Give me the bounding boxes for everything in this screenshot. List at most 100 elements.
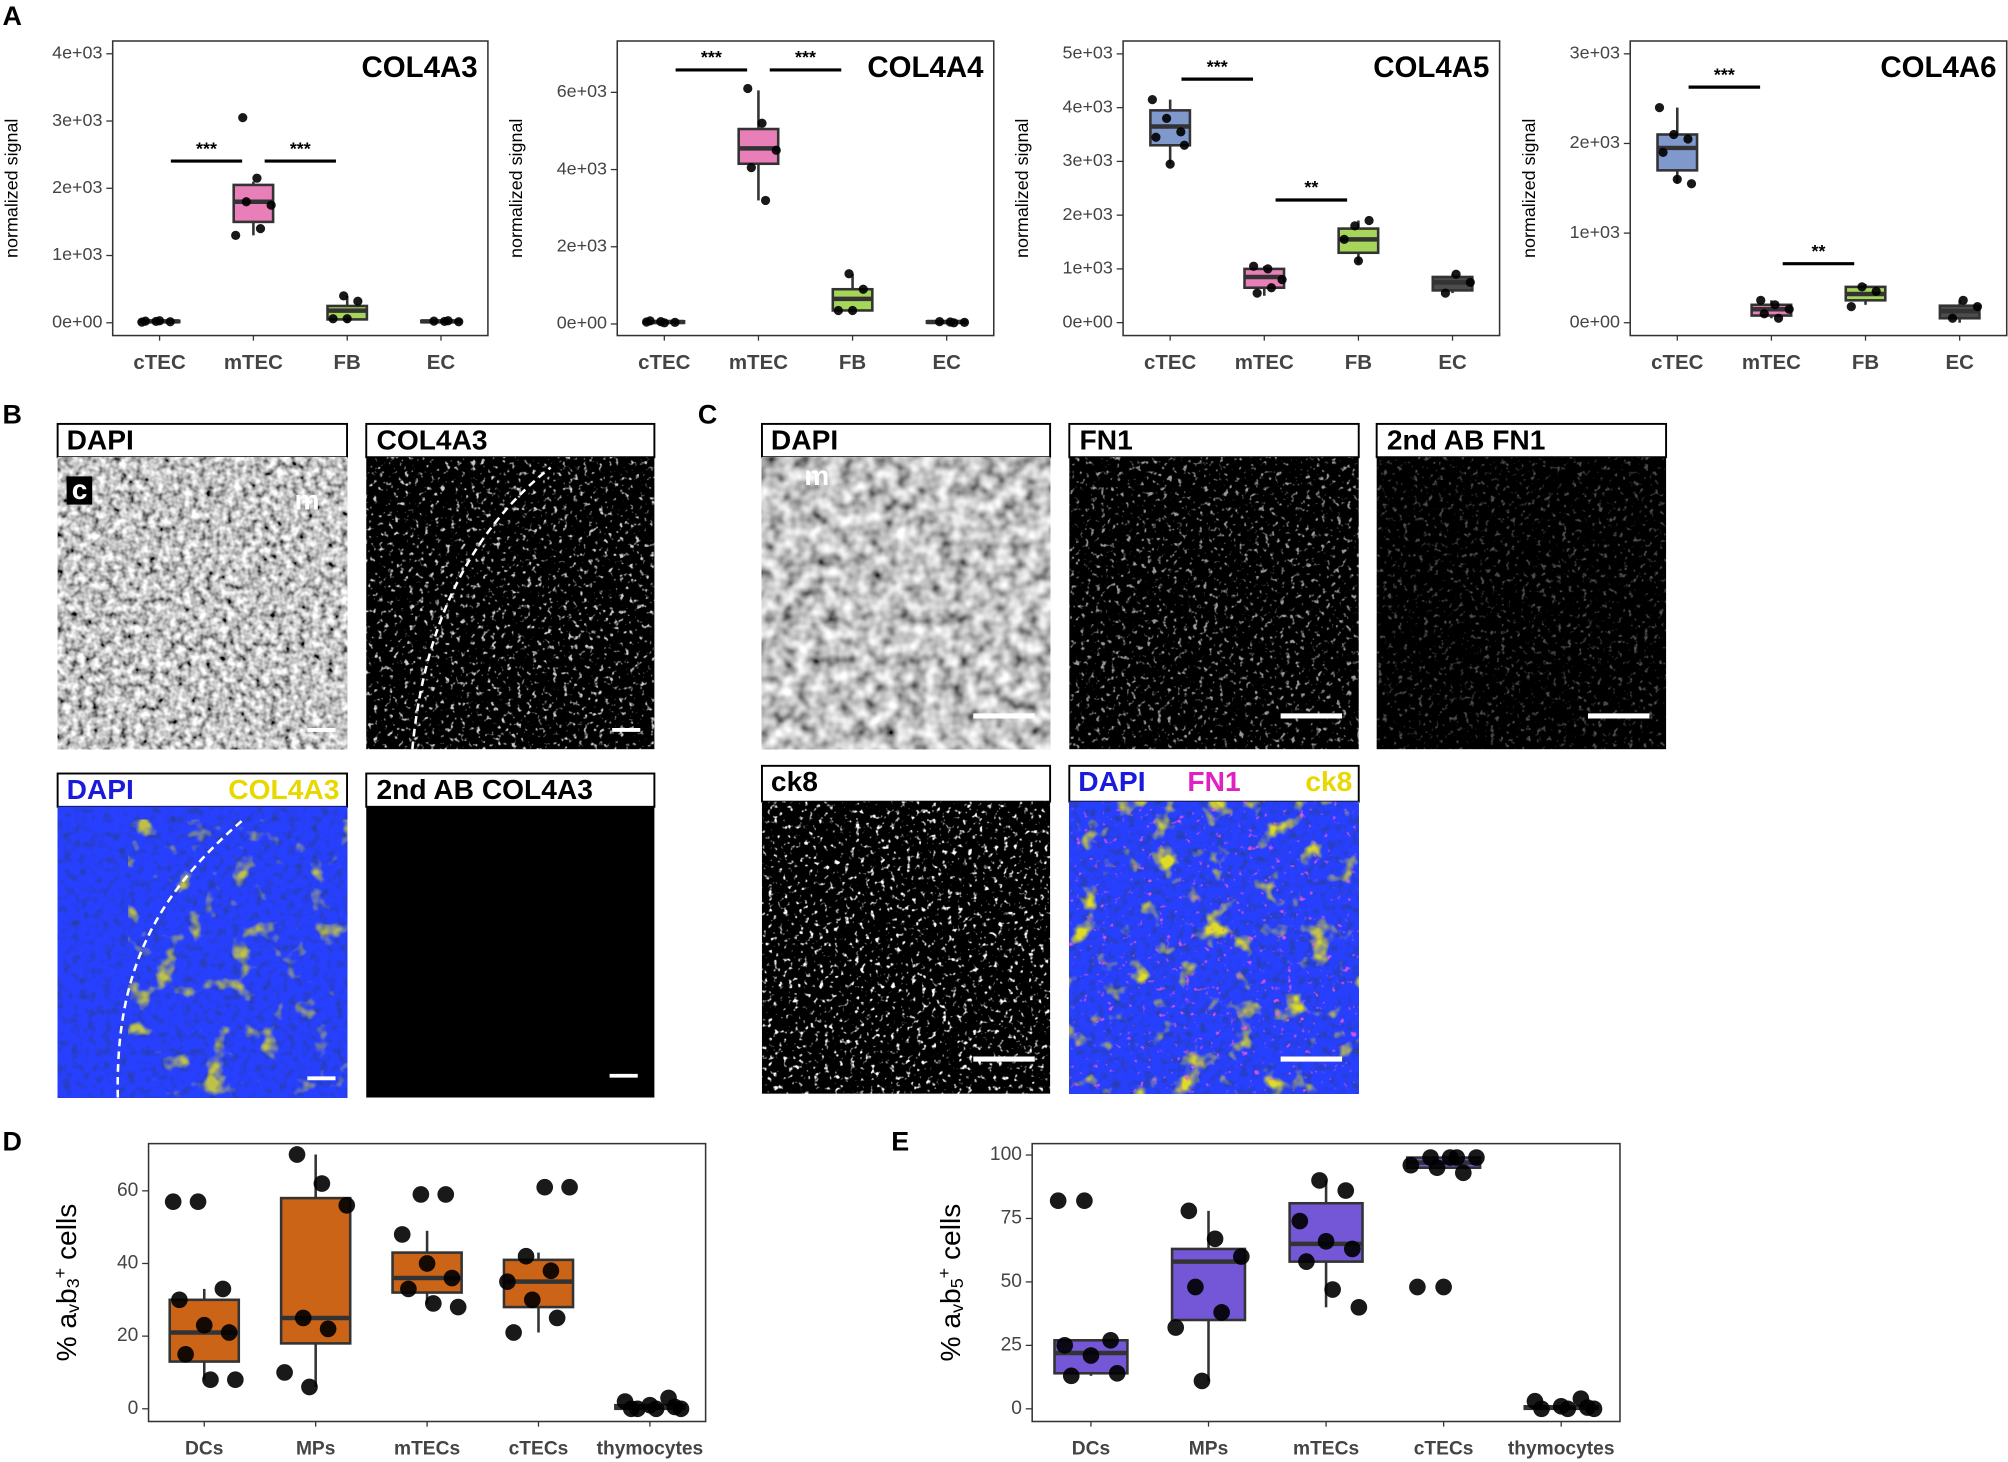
data-point (301, 1378, 318, 1396)
y-tick-label: 6e+03 (557, 81, 607, 101)
data-point (412, 1186, 430, 1203)
chart-title: COL4A3 (362, 51, 478, 84)
significance-label: *** (1714, 64, 1735, 84)
label-box (761, 764, 1052, 803)
data-point (1454, 1164, 1472, 1182)
data-point (1871, 286, 1881, 296)
significance-label: *** (290, 138, 311, 158)
data-point (561, 1178, 578, 1196)
data-point (1266, 283, 1277, 293)
data-point (171, 1291, 188, 1309)
significance-label: *** (701, 47, 722, 67)
data-point (288, 1146, 306, 1163)
data-point (1756, 295, 1766, 305)
data-point (418, 1255, 436, 1272)
data-point (238, 113, 248, 123)
data-point (1958, 295, 1968, 305)
x-tick-label: cTEC (1144, 351, 1197, 374)
y-axis-label-part: v (63, 1304, 83, 1313)
data-point (214, 1280, 232, 1298)
data-point (1056, 1337, 1074, 1354)
data-point (1337, 1182, 1355, 1199)
y-tick-label: 1e+03 (52, 244, 102, 264)
data-point (1683, 134, 1693, 144)
data-point (1263, 264, 1273, 274)
data-point (393, 1226, 411, 1243)
y-tick-label: 4e+03 (1063, 96, 1113, 116)
x-tick-label: cTEC (638, 351, 691, 374)
significance-label: *** (196, 138, 217, 158)
data-point (164, 1193, 182, 1211)
data-point (1465, 277, 1475, 287)
data-point (227, 1371, 244, 1389)
x-tick-label: thymocytes (1508, 1439, 1615, 1460)
y-axis-label: normalized signal (506, 119, 526, 258)
label-box (1375, 422, 1668, 459)
annotation-bg (66, 476, 93, 505)
box (279, 1196, 352, 1345)
data-point (1686, 179, 1697, 189)
micrograph (366, 806, 655, 1098)
micrograph-label: DAPI (67, 773, 134, 805)
data-point (177, 1345, 194, 1363)
y-axis-label: normalized signal (2, 119, 22, 258)
data-point (1049, 1192, 1067, 1210)
data-point (959, 317, 970, 328)
x-tick-label: EC (1945, 351, 1974, 374)
data-point (1448, 1149, 1466, 1166)
x-tick-label: DCs (185, 1439, 223, 1460)
y-axis-label-part: v (947, 1304, 967, 1313)
y-tick-label: 100 (990, 1144, 1022, 1165)
y-tick-label: 0 (128, 1398, 139, 1419)
data-point (1947, 313, 1958, 323)
y-tick-label: 4e+03 (52, 43, 102, 63)
boundary (411, 466, 552, 750)
data-point (505, 1324, 522, 1341)
data-point (1428, 1159, 1446, 1177)
data-point (154, 316, 165, 326)
data-point (252, 173, 262, 183)
micrograph-signal (1069, 801, 1359, 1094)
significance-label: *** (1207, 56, 1228, 76)
data-point (536, 1178, 554, 1196)
plot-frame (616, 40, 995, 337)
micrograph-signal (366, 457, 655, 750)
y-axis-label: normalized signal (1519, 119, 1539, 258)
micrograph-label: COL4A3 (228, 773, 339, 805)
data-point (771, 145, 781, 155)
significance-label: *** (795, 47, 816, 67)
data-point (1147, 94, 1157, 105)
data-point (449, 1298, 467, 1316)
data-point (1151, 132, 1161, 142)
plot-frame (1122, 40, 1501, 337)
panel-letter: C (698, 399, 717, 429)
data-point (339, 291, 349, 301)
data-point (1770, 300, 1780, 310)
x-tick-label: MPs (296, 1439, 335, 1460)
data-point (1672, 174, 1682, 184)
data-point (645, 316, 655, 326)
data-point (1277, 275, 1287, 285)
x-tick-label: EC (932, 351, 961, 374)
data-point (1857, 282, 1867, 292)
data-point (1206, 1230, 1224, 1248)
box-chart: 0e+00 1e+03 2e+03 3e+03 normalized signal COL… (1519, 40, 2008, 374)
data-point (1585, 1400, 1603, 1418)
x-tick-label: cTECs (509, 1439, 569, 1460)
x-tick-label: EC (1438, 351, 1467, 374)
data-point (1249, 261, 1259, 271)
data-point (760, 195, 771, 206)
data-point (429, 316, 439, 326)
data-point (1339, 234, 1349, 244)
y-tick-label: 2e+03 (52, 177, 102, 197)
data-point (548, 1309, 566, 1327)
y-axis-label-part: % a (51, 1313, 83, 1362)
y-axis-label-part: cells (51, 1204, 83, 1268)
data-point (858, 284, 868, 294)
data-point (1161, 113, 1172, 124)
data-point (1213, 1304, 1230, 1321)
data-point (1364, 215, 1374, 226)
micrograph-label: COL4A3 (377, 423, 488, 455)
y-tick-label: 2e+03 (1063, 204, 1113, 224)
